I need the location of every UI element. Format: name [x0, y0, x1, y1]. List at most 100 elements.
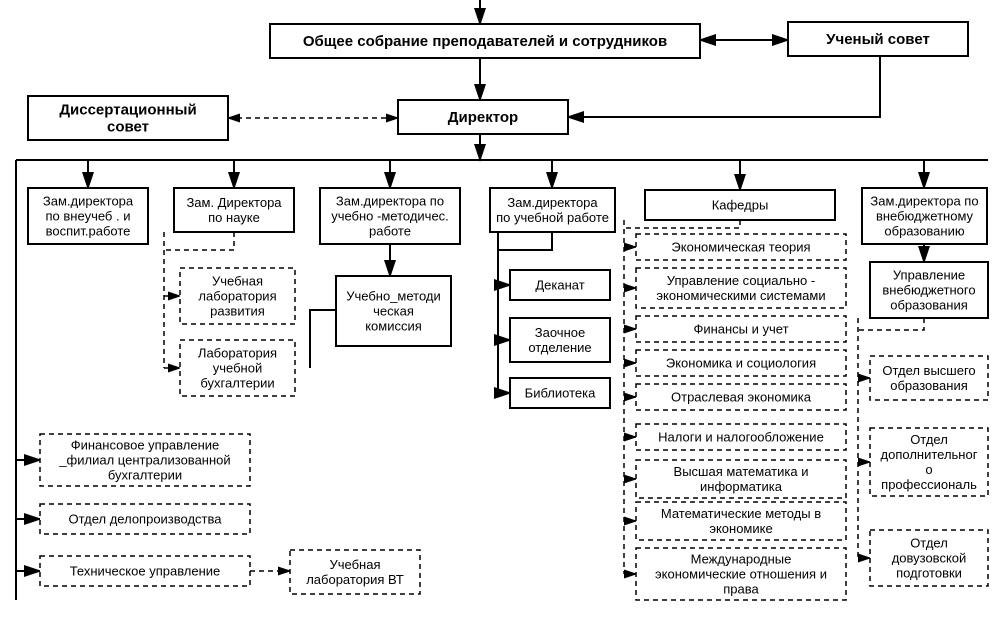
node-label-dep9-1: экономические отношения и — [655, 566, 827, 581]
edge-e-uvo-top — [858, 318, 924, 330]
node-label-lab2-2: бухгалтерии — [200, 375, 274, 390]
node-label-zam5-1: внебюджетному — [876, 208, 974, 223]
node-label-dekanat-0: Деканат — [535, 277, 584, 292]
node-lab1: Учебнаялабораторияразвития — [180, 268, 295, 324]
node-label-odv-0: Отдел — [910, 535, 948, 550]
node-label-uvo-0: Управление — [893, 267, 965, 282]
node-label-tech-0: Техническое управление — [70, 563, 221, 578]
node-label-dep6-0: Налоги и налогообложение — [658, 429, 824, 444]
node-label-odv-2: подготовки — [896, 565, 962, 580]
node-kafedry: Кафедры — [645, 190, 835, 220]
node-label-zam3-0: Зам.директора по — [336, 193, 444, 208]
node-label-zam5-2: образованию — [884, 223, 964, 238]
node-label-dep8-1: экономике — [709, 521, 772, 536]
node-zaoch: Заочноеотделение — [510, 318, 610, 362]
node-dep1: Экономическая теория — [636, 234, 846, 260]
node-council: Ученый совет — [788, 22, 968, 56]
node-zam3: Зам.директора поучебно -методичес.работе — [320, 188, 460, 244]
node-director: Директор — [398, 100, 568, 134]
node-label-odp-3: профессиональ — [881, 477, 977, 492]
node-label-labvt-0: Учебная — [329, 557, 380, 572]
node-umk: Учебно_методическаякомиссия — [336, 276, 451, 346]
node-label-zam5-0: Зам.директора по — [870, 193, 978, 208]
edge-e-kaf-top — [624, 220, 740, 228]
node-label-umk-2: комиссия — [365, 318, 422, 333]
node-label-lab1-1: лаборатория — [198, 288, 276, 303]
edge-e-council-dir — [568, 56, 880, 117]
node-label-zaoch-1: отделение — [528, 340, 591, 355]
node-label-lab1-2: развития — [210, 303, 265, 318]
node-odv: Отделдовузовскойподготовки — [870, 530, 988, 586]
node-label-dep8-0: Математические методы в — [661, 506, 821, 521]
node-label-labvt-1: лаборатория ВТ — [306, 572, 404, 587]
node-label-ovo-0: Отдел высшего — [882, 363, 975, 378]
node-label-dep9-2: права — [723, 581, 759, 596]
node-dep2: Управление социально -экономическими сис… — [636, 268, 846, 308]
node-label-zam4-1: по учебной работе — [496, 210, 609, 225]
node-label-director-0: Директор — [448, 109, 518, 126]
node-label-lab2-0: Лаборатория — [198, 345, 277, 360]
node-dep7: Высшая математика иинформатика — [636, 460, 846, 498]
edge-e-zam2-stemtop — [164, 232, 234, 250]
edge-e-umk-bus — [310, 310, 336, 368]
node-label-dep3-0: Финансы и учет — [693, 321, 788, 336]
node-uvo: Управлениевнебюджетногообразования — [870, 262, 988, 318]
node-dep5: Отраслевая экономика — [636, 384, 846, 410]
node-odp: Отделдополнительногопрофессиональ — [870, 428, 988, 496]
node-label-zam1-1: по внеучеб . и — [46, 208, 131, 223]
node-zam2: Зам. Директорапо науке — [174, 188, 294, 232]
node-label-dep7-0: Высшая математика и — [674, 464, 809, 479]
node-lab2: Лабораторияучебнойбухгалтерии — [180, 340, 295, 396]
node-zam5: Зам.директора повнебюджетномуобразованию — [862, 188, 987, 244]
node-label-dep2-0: Управление социально - — [667, 273, 815, 288]
node-label-zam2-1: по науке — [208, 210, 260, 225]
node-dep6: Налоги и налогообложение — [636, 424, 846, 450]
node-label-zaoch-0: Заочное — [535, 325, 585, 340]
node-label-zam4-0: Зам.директора — [507, 195, 598, 210]
node-dep8: Математические методы вэкономике — [636, 502, 846, 540]
node-fin: Финансовое управление_филиал централизов… — [40, 434, 250, 486]
node-bibl: Библиотека — [510, 378, 610, 408]
node-label-zam1-0: Зам.директора — [43, 193, 134, 208]
node-label-lab2-1: учебной — [213, 360, 262, 375]
node-label-uvo-2: образования — [890, 297, 968, 312]
node-label-dep4-0: Экономика и социология — [666, 355, 816, 370]
node-label-lab1-0: Учебная — [212, 273, 263, 288]
node-label-odv-1: довузовской — [892, 550, 967, 565]
node-label-dep2-1: экономическими системами — [656, 288, 825, 303]
node-label-odp-1: дополнительног — [881, 447, 978, 462]
node-label-ovo-1: образования — [890, 378, 968, 393]
node-label-odp-0: Отдел — [910, 432, 948, 447]
node-labvt: Учебнаялаборатория ВТ — [290, 550, 420, 594]
node-label-diss-1: совет — [107, 118, 149, 135]
node-label-diss-0: Диссертационный — [59, 101, 196, 118]
org-chart: Общее собрание преподавателей и сотрудни… — [0, 0, 998, 624]
node-label-umk-0: Учебно_методи — [346, 288, 441, 303]
node-label-zam2-0: Зам. Директора — [186, 195, 282, 210]
node-ovo: Отдел высшегообразования — [870, 356, 988, 400]
node-zam4: Зам.директорапо учебной работе — [490, 188, 615, 232]
node-label-fin-0: Финансовое управление — [71, 437, 220, 452]
node-dep3: Финансы и учет — [636, 316, 846, 342]
node-label-dep9-0: Международные — [691, 551, 792, 566]
node-label-fin-2: бухгалтерии — [108, 467, 182, 482]
node-label-assembly-0: Общее собрание преподавателей и сотрудни… — [303, 33, 667, 50]
node-label-umk-1: ческая — [373, 303, 414, 318]
node-label-zam3-1: учебно -методичес. — [331, 208, 449, 223]
node-deloproiz: Отдел делопроизводства — [40, 504, 250, 534]
node-tech: Техническое управление — [40, 556, 250, 586]
node-label-zam1-2: воспит.работе — [46, 223, 131, 238]
node-diss: Диссертационныйсовет — [28, 96, 228, 140]
node-zam1: Зам.директорапо внеучеб . ивоспит.работе — [28, 188, 148, 244]
node-label-uvo-1: внебюджетного — [882, 282, 975, 297]
node-label-odp-2: о — [925, 462, 932, 477]
node-dep4: Экономика и социология — [636, 350, 846, 376]
node-label-deloproiz-0: Отдел делопроизводства — [68, 511, 222, 526]
node-label-bibl-0: Библиотека — [525, 385, 596, 400]
node-label-dep1-0: Экономическая теория — [671, 239, 810, 254]
edge-e-zam4-top — [498, 232, 552, 250]
node-label-dep7-1: информатика — [700, 479, 783, 494]
node-label-council-0: Ученый совет — [826, 31, 930, 48]
node-assembly: Общее собрание преподавателей и сотрудни… — [270, 24, 700, 58]
node-label-dep5-0: Отраслевая экономика — [671, 389, 812, 404]
